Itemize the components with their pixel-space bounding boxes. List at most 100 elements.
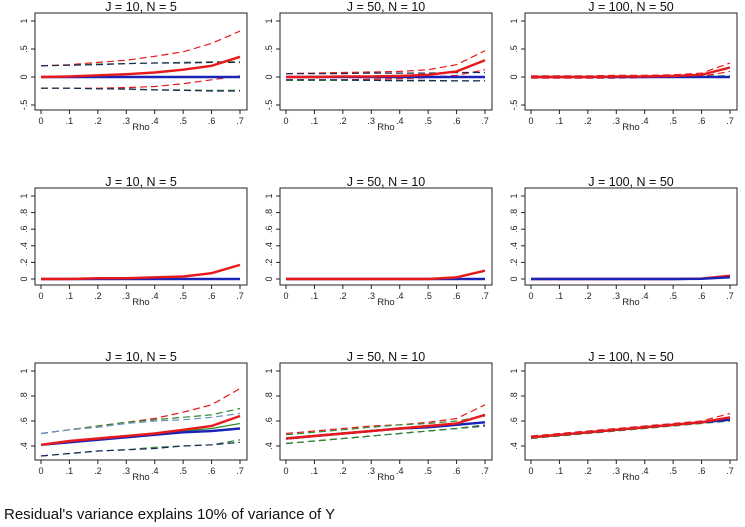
chart-grid: J = 10, N = 5 1 .5 0 -.5 0 .1 .2 .3 .4 .5 .6 .7 Rho J …	[19, 0, 738, 483]
x-tick-label: .5	[669, 466, 677, 476]
y-tick-label: .8	[19, 392, 29, 400]
y-tick-label: 1	[19, 18, 29, 23]
y-tick-label: 0	[19, 276, 29, 281]
x-tick-label: 0	[283, 466, 288, 476]
x-tick-label: .5	[424, 116, 432, 126]
x-tick-label: .5	[179, 291, 187, 301]
x-tick-label: .6	[698, 291, 706, 301]
panel-title: J = 10, N = 5	[105, 350, 177, 364]
x-tick-label: .4	[151, 291, 159, 301]
series-red-mean	[285, 413, 486, 440]
y-tick-label: .5	[509, 45, 519, 53]
panel-title: J = 50, N = 10	[347, 350, 426, 364]
y-tick-label: .6	[509, 225, 519, 233]
x-tick-label: .4	[641, 291, 649, 301]
x-tick-label: .5	[424, 291, 432, 301]
x-tick-label: .2	[584, 291, 592, 301]
x-tick-label: .1	[556, 466, 564, 476]
plot-frame	[524, 12, 738, 111]
y-tick-label: .8	[509, 209, 519, 217]
x-tick-label: .5	[179, 116, 187, 126]
panel-9: J = 100, N = 50 1 .8 .6 .4 0 .1 .2 .3 .4 .5 .6 .7 Rho	[509, 350, 738, 483]
x-tick-label: .5	[669, 116, 677, 126]
x-tick-label: 0	[38, 116, 43, 126]
x-tick-label: .1	[66, 116, 74, 126]
y-tick-label: 1	[509, 193, 519, 198]
x-tick-label: .7	[726, 291, 734, 301]
series-blue-mean	[40, 427, 241, 446]
x-tick-label: .5	[669, 291, 677, 301]
series-green-upper	[285, 415, 486, 436]
x-tick-label: .1	[66, 291, 74, 301]
y-tick-label: 0	[264, 74, 274, 79]
x-tick-label: .2	[94, 466, 102, 476]
y-tick-label: .6	[19, 417, 29, 425]
x-tick-label: .1	[556, 291, 564, 301]
plot-frame	[279, 362, 493, 461]
x-axis-label: Rho	[622, 122, 639, 133]
y-tick-label: .4	[264, 242, 274, 250]
series-navy-lower	[41, 87, 240, 92]
x-tick-label: .7	[481, 291, 489, 301]
x-tick-label: 0	[283, 116, 288, 126]
series-red-mean	[40, 55, 241, 79]
x-tick-label: 0	[528, 291, 533, 301]
x-tick-label: .6	[208, 116, 216, 126]
x-tick-label: .7	[481, 466, 489, 476]
panel-6: J = 100, N = 50 1 .8 .6 .4 .2 0 0 .1 .2 .3 .4 .5 .6 .7…	[509, 175, 738, 308]
plot-frame	[34, 187, 248, 286]
y-tick-label: 0	[264, 276, 274, 281]
x-tick-label: .4	[151, 466, 159, 476]
x-tick-label: .3	[123, 466, 131, 476]
y-tick-label: .4	[509, 442, 519, 450]
x-axis-label: Rho	[377, 297, 394, 308]
x-tick-label: .6	[453, 291, 461, 301]
x-axis-label: Rho	[622, 297, 639, 308]
panel-title: J = 100, N = 50	[588, 350, 674, 364]
y-tick-label: .4	[19, 242, 29, 250]
series-navy-upper	[40, 61, 240, 67]
plot-frame	[34, 362, 248, 461]
x-tick-label: 0	[528, 116, 533, 126]
series-red-upper	[530, 412, 731, 437]
y-tick-label: -.5	[19, 100, 29, 111]
x-tick-label: .2	[339, 116, 347, 126]
panel-title: J = 50, N = 10	[347, 0, 426, 14]
series-red-mean	[530, 416, 731, 439]
x-tick-label: .4	[396, 291, 404, 301]
panel-title: J = 10, N = 5	[105, 175, 177, 189]
x-tick-label: .3	[368, 291, 376, 301]
panel-1: J = 10, N = 5 1 .5 0 -.5 0 .1 .2 .3 .4 .5 .6 .7 Rho	[19, 0, 248, 133]
panel-title: J = 50, N = 10	[347, 175, 426, 189]
y-tick-label: 1	[509, 368, 519, 373]
x-axis-label: Rho	[132, 472, 149, 483]
x-tick-label: .7	[726, 116, 734, 126]
y-tick-label: .2	[19, 259, 29, 267]
x-tick-label: .4	[151, 116, 159, 126]
x-tick-label: .2	[94, 291, 102, 301]
x-tick-label: .7	[236, 291, 244, 301]
x-tick-label: .6	[453, 466, 461, 476]
panel-4: J = 10, N = 5 1 .8 .6 .4 .2 0 0 .1 .2 .3 .4 .5 .6 .7 Rh…	[19, 175, 248, 308]
x-tick-label: .7	[236, 116, 244, 126]
y-tick-label: 1	[19, 193, 29, 198]
plot-frame	[524, 187, 738, 286]
x-tick-label: .1	[311, 291, 319, 301]
x-tick-label: .3	[123, 291, 131, 301]
x-tick-label: .7	[481, 116, 489, 126]
x-tick-label: .1	[311, 116, 319, 126]
x-tick-label: .4	[641, 466, 649, 476]
y-tick-label: .6	[19, 225, 29, 233]
x-tick-label: .3	[613, 116, 621, 126]
x-tick-label: .4	[396, 466, 404, 476]
x-tick-label: .6	[208, 466, 216, 476]
x-tick-label: .3	[613, 466, 621, 476]
x-tick-label: .5	[424, 466, 432, 476]
y-tick-label: .8	[509, 392, 519, 400]
x-axis-label: Rho	[377, 472, 394, 483]
x-axis-label: Rho	[132, 122, 149, 133]
x-tick-label: 0	[38, 466, 43, 476]
panel-3: J = 100, N = 50 1 .5 0 -.5 0 .1 .2 .3 .4 .5 .6 .7 Rho	[509, 0, 738, 133]
y-tick-label: .6	[264, 417, 274, 425]
x-tick-label: .6	[698, 116, 706, 126]
